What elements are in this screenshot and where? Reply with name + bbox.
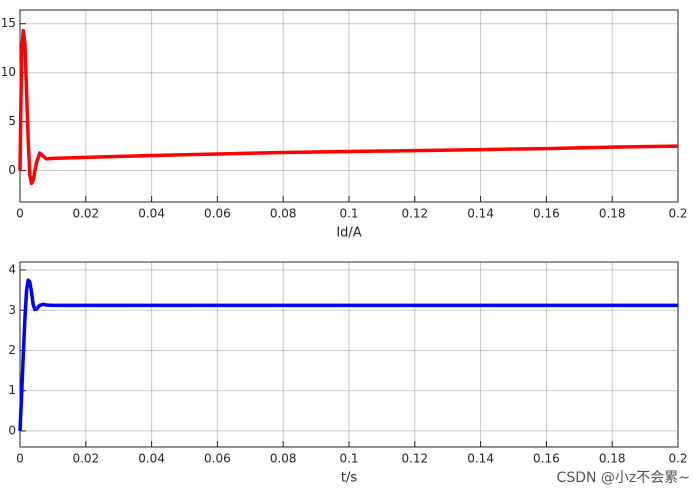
x-tick-label: 0: [16, 207, 24, 221]
x-axis-label: t/s: [341, 471, 357, 486]
data-line: [18, 278, 678, 431]
x-tick-label: 0.06: [204, 452, 231, 466]
y-tick-label: 0: [8, 423, 16, 437]
x-tick-label: 0.02: [72, 207, 99, 221]
data-line: [18, 28, 679, 186]
x-tick-label: 0.14: [467, 452, 494, 466]
x-tick-label: 0.12: [401, 452, 428, 466]
x-tick-label: 0.04: [138, 452, 165, 466]
x-tick-label: 0.08: [270, 452, 297, 466]
x-tick-label: 0.2: [668, 452, 687, 466]
x-tick-label: 0.06: [204, 207, 231, 221]
y-tick-label: 10: [1, 65, 16, 79]
x-tick-label: 0.12: [401, 207, 428, 221]
y-tick-label: 5: [8, 114, 16, 128]
x-tick-label: 0.16: [533, 452, 560, 466]
x-tick-label: 0.18: [599, 452, 626, 466]
x-tick-label: 0.1: [339, 452, 358, 466]
watermark: CSDN @小z不会累~: [557, 470, 690, 486]
plot-area: [20, 262, 678, 447]
x-tick-label: 0: [16, 452, 24, 466]
y-tick-label: 2: [8, 343, 16, 357]
y-tick-label: 4: [8, 263, 16, 277]
x-tick-label: 0.02: [72, 452, 99, 466]
y-tick-label: 1: [8, 383, 16, 397]
y-tick-label: 15: [1, 16, 16, 30]
x-tick-label: 0.18: [599, 207, 626, 221]
x-tick-label: 0.08: [270, 207, 297, 221]
axes-box: [19, 261, 679, 448]
x-tick-label: 0.1: [339, 207, 358, 221]
y-tick-label: 0: [8, 163, 16, 177]
y-tick-label: 3: [8, 303, 16, 317]
x-tick-label: 0.16: [533, 207, 560, 221]
plot-area: [20, 10, 678, 202]
x-tick-label: 0.04: [138, 207, 165, 221]
x-tick-label: 0.2: [668, 207, 687, 221]
x-axis-label: Id/A: [336, 226, 361, 241]
x-tick-label: 0.14: [467, 207, 494, 221]
